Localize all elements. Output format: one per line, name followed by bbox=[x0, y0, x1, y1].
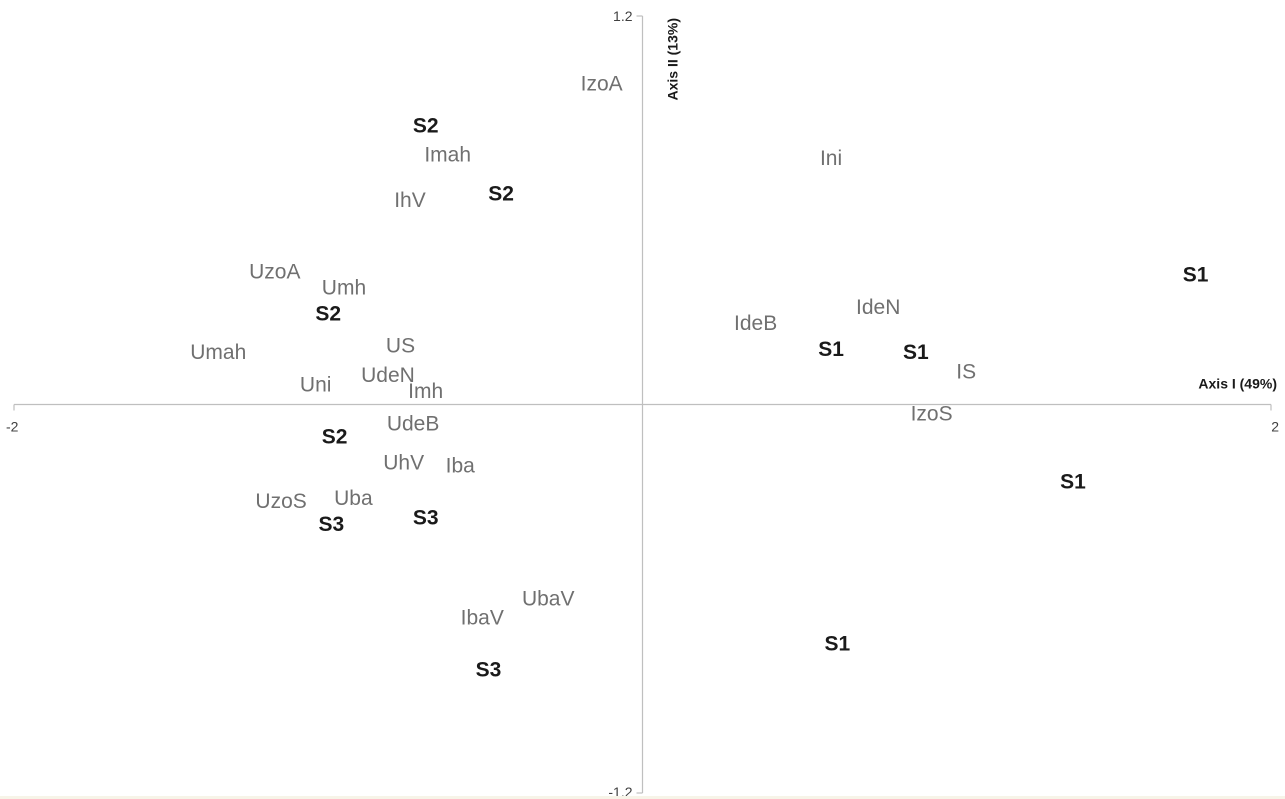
site-point-label: S1 bbox=[824, 633, 850, 656]
bottom-border bbox=[0, 796, 1285, 799]
variable-point-label: UdeB bbox=[387, 412, 440, 435]
x-axis-title: Axis I (49%) bbox=[1198, 376, 1277, 392]
site-point-label: S3 bbox=[319, 513, 345, 536]
variable-point-label: IS bbox=[956, 361, 976, 384]
site-point-label: S2 bbox=[488, 183, 514, 206]
variable-point-label: Iba bbox=[446, 455, 476, 478]
y-tick-label-min: -1.2 bbox=[608, 784, 632, 799]
site-point-label: S3 bbox=[413, 506, 439, 529]
variable-point-label: IbaV bbox=[461, 607, 504, 630]
x-tick-label-min: -2 bbox=[6, 419, 19, 435]
variable-point-label: IdeB bbox=[734, 312, 777, 335]
x-tick-label-max: 2 bbox=[1271, 419, 1279, 435]
y-axis-title: Axis II (13%) bbox=[665, 18, 681, 100]
variable-point-label: IzoS bbox=[911, 403, 953, 426]
variable-point-label: UdeN bbox=[361, 364, 415, 387]
variable-point-label: US bbox=[386, 335, 415, 358]
y-tick-label-max: 1.2 bbox=[613, 8, 633, 24]
variable-point-label: Ini bbox=[820, 147, 842, 170]
site-point-label: S1 bbox=[903, 341, 929, 364]
site-point-label: S2 bbox=[322, 425, 348, 448]
variable-point-label: Imah bbox=[424, 144, 471, 167]
variable-point-label: UzoS bbox=[255, 490, 306, 513]
site-point-label: S3 bbox=[476, 658, 502, 681]
variable-point-label: Imh bbox=[408, 380, 443, 403]
variable-point-label: UbaV bbox=[522, 587, 575, 610]
site-point-label: S1 bbox=[1060, 471, 1086, 494]
variable-point-label: UhV bbox=[383, 451, 424, 474]
variable-point-label: IhV bbox=[394, 189, 426, 212]
variable-point-label: Uni bbox=[300, 374, 332, 397]
site-point-label: S2 bbox=[413, 115, 439, 138]
site-point-label: S2 bbox=[315, 302, 341, 325]
site-point-label: S1 bbox=[818, 338, 844, 361]
variable-point-label: Uba bbox=[334, 487, 373, 510]
point-labels-layer: IzoA Imah IhV Ini UzoA Umh IdeN IdeB US Umah IS Ude… bbox=[190, 72, 1208, 681]
variable-point-label: Umah bbox=[190, 341, 246, 364]
variable-point-label: Umh bbox=[322, 276, 366, 299]
variable-point-label: IzoA bbox=[581, 72, 623, 95]
site-point-label: S1 bbox=[1183, 264, 1209, 287]
variable-point-label: UzoA bbox=[249, 260, 300, 283]
variable-point-label: IdeN bbox=[856, 296, 900, 319]
